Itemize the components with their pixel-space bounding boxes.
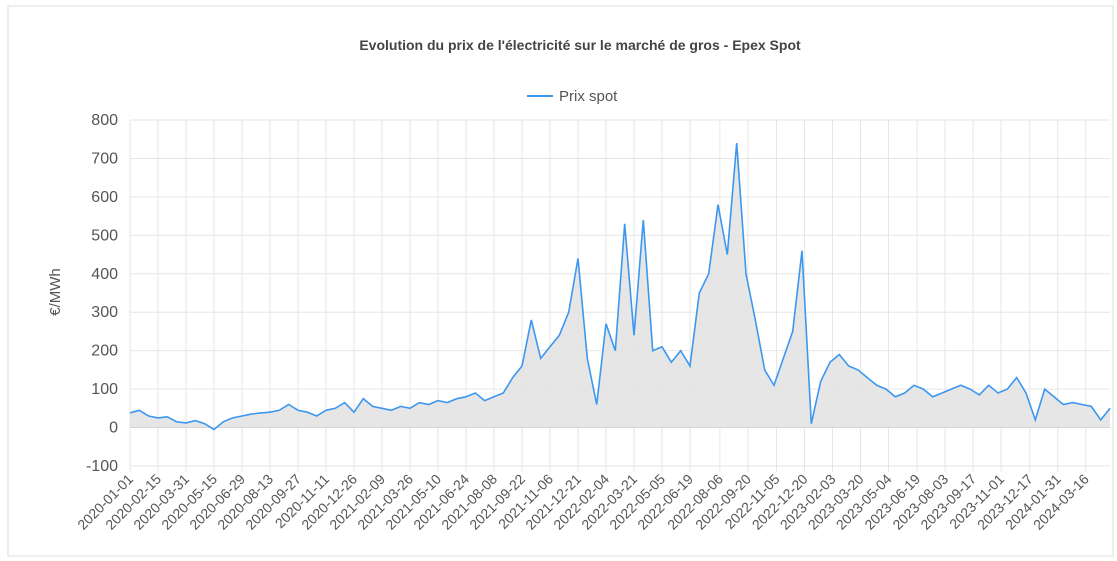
y-axis-label: €/MWh	[47, 268, 64, 316]
legend-label: Prix spot	[559, 88, 618, 105]
frame	[7, 5, 1114, 557]
line	[129, 143, 1111, 431]
y-tick-label: 800	[91, 112, 118, 129]
area	[130, 143, 1110, 430]
chart-title: Evolution du prix de l'électricité sur l…	[359, 37, 801, 53]
y-tick-label: 600	[91, 189, 118, 206]
y-tick-label: 300	[91, 304, 118, 321]
y-tick-label: 700	[91, 150, 118, 167]
y-tick-label: 100	[91, 381, 118, 398]
y-tick-label: 400	[91, 266, 118, 283]
y-tick-label: 200	[91, 343, 118, 360]
y-tick-label: 0	[109, 420, 118, 437]
y-tick-label: -100	[86, 458, 118, 475]
y-tick-label: 500	[91, 227, 118, 244]
